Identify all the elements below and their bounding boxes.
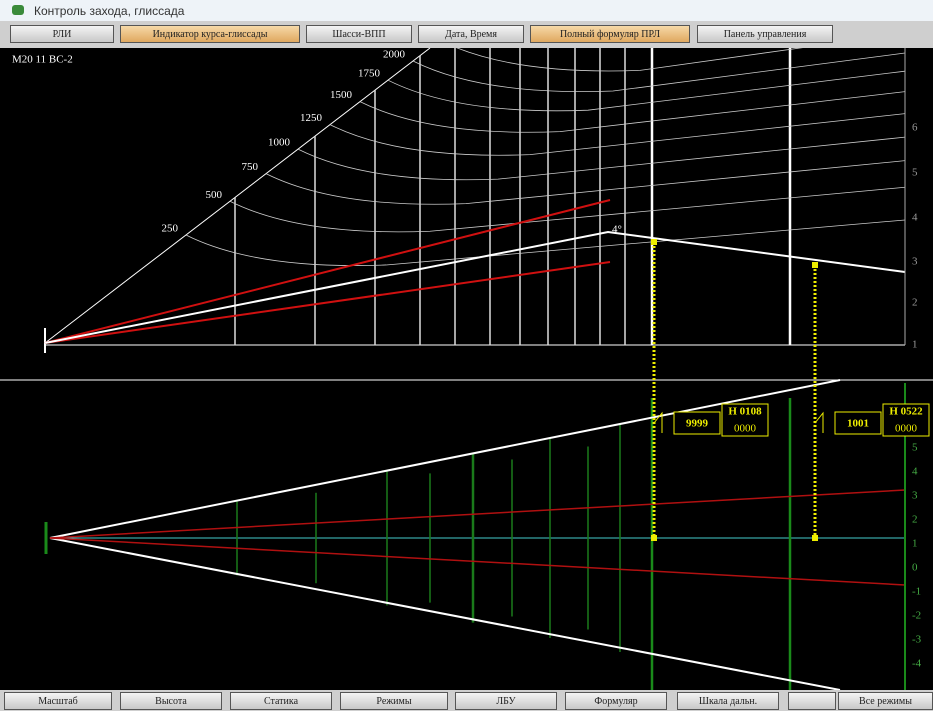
button[interactable]: Масштаб <box>4 692 112 710</box>
range-arc <box>359 91 906 133</box>
display-label: М20 11 ВС-2 <box>12 54 73 66</box>
screen-bg <box>0 48 933 690</box>
scale-label: 4 <box>912 212 918 224</box>
target-dot <box>812 262 818 268</box>
button[interactable]: ЛБУ <box>455 692 557 710</box>
target-dot <box>812 535 818 541</box>
button[interactable]: Шкала дальн. <box>677 692 779 710</box>
button[interactable]: Индикатор курса-глиссады <box>120 25 300 43</box>
scale-label: -2 <box>912 610 921 622</box>
range-arc <box>329 113 906 156</box>
button[interactable]: Высота <box>120 692 222 710</box>
title-bar: Контроль захода, глиссада <box>0 0 933 21</box>
window-title: Контроль захода, глиссада <box>34 4 185 18</box>
range-label: 2000 <box>383 49 406 61</box>
scale-label: 1 <box>912 339 918 351</box>
target-code: 0000 <box>895 423 918 435</box>
glide-path <box>44 230 906 344</box>
toolbar: РЛИ Индикатор курса-глиссады Шасси-ВПП Дата… <box>0 21 933 48</box>
button[interactable]: Полный формуляр ПРЛ <box>530 25 690 43</box>
target-range: 1001 <box>847 418 869 430</box>
range-diagonal <box>44 48 431 344</box>
scale-label: 2 <box>912 514 918 526</box>
scale-label: 1 <box>912 538 918 550</box>
button[interactable]: Шасси-ВПП <box>306 25 412 43</box>
range-arc <box>412 52 906 93</box>
range-box <box>673 411 721 435</box>
scale-label: -3 <box>912 634 922 646</box>
angle-label: 4° <box>612 224 622 236</box>
scale-label: 5 <box>912 442 918 454</box>
range-label: 1000 <box>268 137 291 149</box>
id-box <box>721 403 769 437</box>
app-icon <box>12 5 24 15</box>
range-arc <box>229 186 906 233</box>
range-label: 250 <box>162 222 179 234</box>
range-label: 1250 <box>300 112 323 124</box>
button[interactable] <box>788 692 836 710</box>
scale-label: -4 <box>912 658 922 670</box>
range-arc <box>387 70 906 112</box>
button[interactable]: Дата, Время <box>418 25 524 43</box>
target-dot <box>651 535 657 541</box>
range-arc <box>297 136 906 181</box>
scale-label: 2 <box>912 297 918 309</box>
button[interactable]: РЛИ <box>10 25 114 43</box>
range-arc <box>456 48 803 72</box>
range-box <box>834 411 882 435</box>
glide-limit <box>44 199 611 344</box>
target-leader <box>814 411 824 433</box>
button[interactable]: Формуляр <box>565 692 667 710</box>
scale-label: -1 <box>912 586 921 598</box>
glide-limit <box>44 261 611 344</box>
button[interactable]: Все режимы <box>838 692 933 710</box>
range-label: 1750 <box>358 68 381 80</box>
range-label: 1500 <box>330 89 353 101</box>
target-code: 0000 <box>734 423 757 435</box>
scale-label: 4 <box>912 466 918 478</box>
target-id: Н 0108 <box>728 406 762 418</box>
bottom-bar: Масштаб Высота Статика Режимы ЛБУ Формуляр Шка… <box>0 690 933 711</box>
target-range: 9999 <box>686 418 709 430</box>
scale-label: 3 <box>912 490 918 502</box>
scale-label: 0 <box>912 562 918 574</box>
range-label: 750 <box>242 161 259 173</box>
scale-label: 5 <box>912 167 918 179</box>
target-dot <box>651 239 657 245</box>
range-label: 500 <box>206 189 223 201</box>
button[interactable]: Статика <box>230 692 332 710</box>
range-arc <box>185 219 906 266</box>
course-red <box>49 489 906 539</box>
target-id: Н 0522 <box>889 406 923 418</box>
radar-display: М20 11 ВС-225050075010001250150017502000… <box>0 48 933 690</box>
range-arc <box>265 160 906 205</box>
course-limit <box>49 379 841 539</box>
target-leader <box>653 411 663 433</box>
scale-label: 6 <box>912 122 918 134</box>
id-box <box>882 403 930 437</box>
course-red <box>49 537 906 586</box>
scale-label: 3 <box>912 256 918 268</box>
course-limit <box>49 537 841 690</box>
button[interactable]: Режимы <box>340 692 448 710</box>
button[interactable]: Панель управления <box>697 25 833 43</box>
